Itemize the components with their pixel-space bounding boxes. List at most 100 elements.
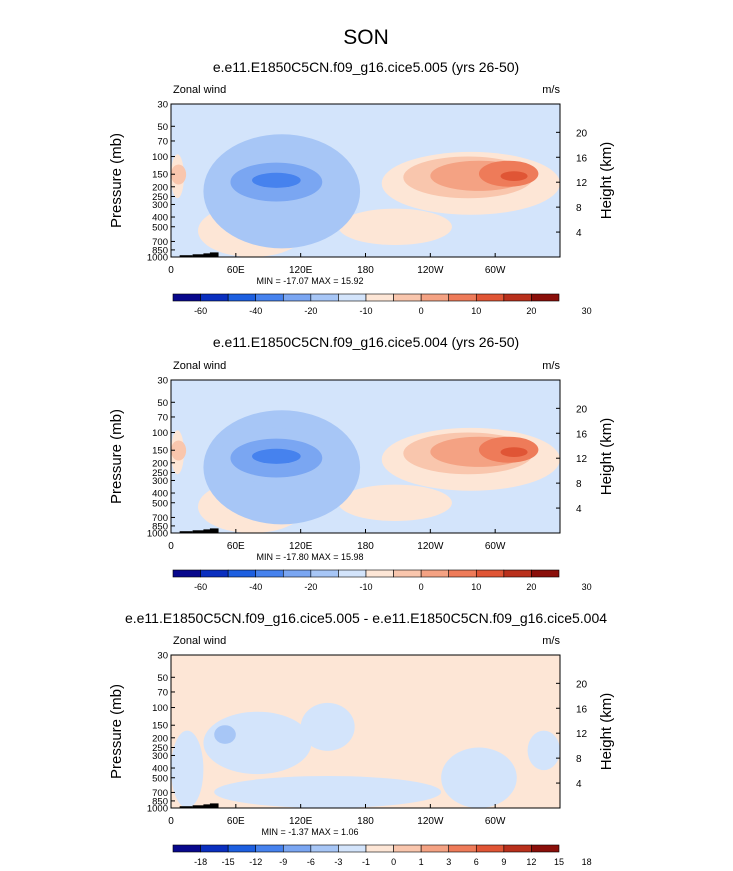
- height-tick-label: 20: [576, 404, 588, 415]
- x-tick-label: 60E: [227, 265, 245, 276]
- y-tick-label: 150: [152, 446, 168, 457]
- height-tick-label: 4: [576, 779, 582, 790]
- colorbar-swatch: [338, 569, 367, 578]
- y-tick-label: 200: [152, 182, 168, 193]
- colorbar-swatch: [200, 844, 229, 853]
- y-tick-label: 70: [157, 412, 168, 423]
- topography: [179, 531, 193, 533]
- colorbar-swatch: [282, 293, 312, 302]
- y-tick-label: 300: [152, 200, 168, 211]
- colorbar-label: -18: [194, 857, 207, 867]
- height-tick-label: 16: [576, 704, 588, 715]
- colorbar-swatch: [365, 844, 394, 853]
- topography: [192, 254, 208, 257]
- min-max-stats: MIN = -17.07 MAX = 15.92: [256, 276, 363, 286]
- panel-title: e.e11.E1850C5CN.f09_g16.cice5.004 (yrs 2…: [213, 334, 519, 350]
- contour-fill: [527, 730, 560, 771]
- y-tick-label: 200: [152, 458, 168, 469]
- colorbar-swatch: [172, 844, 201, 853]
- x-tick-label: 60W: [485, 541, 506, 552]
- colorbar-swatch: [531, 569, 560, 578]
- y-tick-label: 250: [152, 743, 168, 754]
- min-max-stats: MIN = -1.37 MAX = 1.06: [261, 827, 358, 837]
- colorbar-swatch: [227, 844, 257, 853]
- topography: [192, 805, 208, 808]
- y-axis-label-right: Height (km): [598, 142, 615, 220]
- y-tick-label: 70: [157, 136, 168, 147]
- colorbar-label: -12: [249, 857, 262, 867]
- colorbar-swatch: [172, 293, 201, 302]
- y-tick-label: 250: [152, 192, 168, 203]
- y-tick-label: 500: [152, 222, 168, 233]
- contour-fill: [214, 775, 442, 808]
- colorbar-swatch: [200, 293, 229, 302]
- height-tick-label: 4: [576, 504, 582, 515]
- y-tick-label: 250: [152, 468, 168, 479]
- colorbar-label: -6: [307, 857, 315, 867]
- topography: [203, 804, 215, 808]
- contour-fill: [338, 484, 452, 522]
- colorbar-swatch: [255, 569, 284, 578]
- colorbar-label: -60: [194, 582, 207, 592]
- colorbar-swatch: [338, 293, 367, 302]
- colorbar-label: 0: [391, 857, 396, 867]
- x-tick-label: 0: [168, 541, 174, 552]
- contour-fill: [500, 171, 528, 181]
- colorbar-label: -40: [249, 306, 262, 316]
- height-tick-label: 8: [576, 203, 582, 214]
- topography: [179, 806, 193, 808]
- colorbar-swatch: [475, 844, 505, 853]
- min-max-stats: MIN = -17.80 MAX = 15.98: [256, 552, 363, 562]
- field-label: Zonal wind: [173, 360, 226, 372]
- colorbar-swatch: [448, 844, 477, 853]
- colorbar-swatch: [200, 569, 229, 578]
- colorbar-label: 30: [582, 306, 592, 316]
- y-tick-label: 400: [152, 489, 168, 500]
- colorbar-swatch: [531, 293, 560, 302]
- topography: [209, 803, 219, 808]
- y-tick-label: 850: [152, 796, 168, 807]
- height-tick-label: 16: [576, 153, 588, 164]
- topography: [192, 530, 208, 533]
- colorbar-label: 15: [554, 857, 564, 867]
- y-tick-label: 150: [152, 721, 168, 732]
- x-tick-label: 120W: [417, 816, 444, 827]
- colorbar-swatch: [475, 293, 505, 302]
- colorbar-label: -15: [222, 857, 235, 867]
- y-tick-label: 100: [152, 428, 168, 439]
- zonal-wind-field: [171, 104, 560, 257]
- topography: [203, 253, 215, 257]
- y-tick-label: 50: [157, 398, 168, 409]
- colorbar-swatch: [420, 293, 450, 302]
- y-axis-label: Pressure (mb): [108, 409, 125, 504]
- colorbar-label: -20: [304, 582, 317, 592]
- height-tick-label: 8: [576, 479, 582, 490]
- colorbar-swatch: [393, 569, 422, 578]
- colorbar-label: -20: [304, 306, 317, 316]
- colorbar-label: 10: [471, 582, 481, 592]
- y-tick-label: 300: [152, 751, 168, 762]
- x-tick-label: 120E: [289, 541, 313, 552]
- y-tick-label: 400: [152, 213, 168, 224]
- contour-fill: [252, 448, 301, 464]
- y-tick-label: 30: [157, 651, 168, 662]
- colorbar-swatch: [365, 569, 394, 578]
- colorbar-swatch: [255, 293, 284, 302]
- colorbar-swatch: [420, 844, 450, 853]
- height-tick-label: 20: [576, 679, 588, 690]
- x-tick-label: 0: [168, 265, 174, 276]
- y-tick-label: 50: [157, 673, 168, 684]
- colorbar-label: -40: [249, 582, 262, 592]
- x-tick-label: 60W: [485, 816, 506, 827]
- contour-fill: [214, 725, 236, 744]
- colorbar-label: 12: [526, 857, 536, 867]
- panel-title: e.e11.E1850C5CN.f09_g16.cice5.005 (yrs 2…: [213, 59, 519, 75]
- colorbar-label: -60: [194, 306, 207, 316]
- colorbar-swatch: [503, 293, 532, 302]
- y-axis-label: Pressure (mb): [108, 684, 125, 779]
- y-axis-label: Pressure (mb): [108, 133, 125, 228]
- colorbar-swatch: [475, 569, 505, 578]
- colorbar-swatch: [393, 293, 422, 302]
- colorbar-swatch: [282, 844, 312, 853]
